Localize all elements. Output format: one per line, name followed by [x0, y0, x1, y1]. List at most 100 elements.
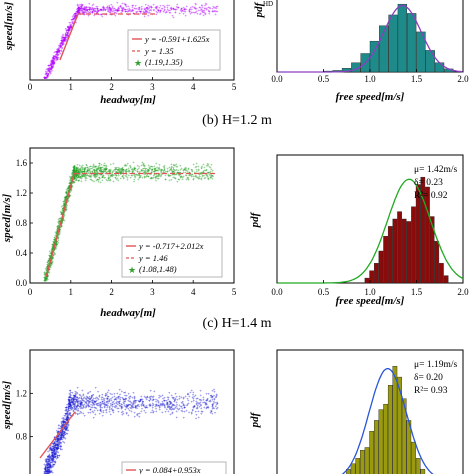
scatter-point: + [109, 405, 112, 410]
histogram-bar [383, 236, 388, 284]
scatter-point: + [48, 469, 51, 474]
scatter-point: + [68, 27, 71, 32]
scatter-point: + [74, 13, 77, 18]
scatter-point: + [91, 8, 94, 13]
scatter-point: + [56, 55, 59, 60]
scatter-point: + [52, 55, 55, 60]
x-tick-label: 5 [232, 82, 237, 92]
scatter-point: + [78, 6, 81, 11]
scatter-point: + [43, 75, 46, 80]
panel-a-pdf: pdf HD 0.0 0.5 1.0 1.5 2.0 free speed[m/s] [253, 0, 469, 103]
scatter-point: + [80, 3, 83, 8]
scatter-point: + [54, 54, 57, 59]
scatter-point: + [212, 401, 215, 406]
scatter-point: + [79, 10, 82, 15]
scatter-point: + [62, 32, 65, 37]
scatter-point: + [86, 171, 89, 176]
scatter-point: + [138, 5, 141, 10]
scatter-point: + [52, 53, 55, 58]
scatter-point: + [170, 4, 173, 9]
scatter-point: + [96, 11, 99, 16]
scatter-point: + [102, 413, 105, 418]
histogram-bar [369, 431, 374, 474]
scatter-point: + [156, 10, 159, 15]
scatter-point: + [62, 38, 65, 43]
scatter-point: + [47, 73, 50, 78]
scatter-point: + [77, 7, 80, 12]
scatter-point: + [44, 71, 47, 76]
scatter-point: + [55, 442, 58, 447]
scatter-point: + [113, 10, 116, 15]
scatter-point: + [98, 8, 101, 13]
scatter-point: + [47, 68, 50, 73]
scatter-point: + [179, 163, 182, 168]
scatter-point: + [183, 6, 186, 11]
scatter-point: + [153, 7, 156, 12]
scatter-point: + [148, 5, 151, 10]
scatter-point: + [215, 8, 218, 13]
scatter-point: + [45, 75, 48, 80]
scatter-point: + [69, 24, 72, 29]
histogram-bar [397, 376, 402, 474]
scatter-point: + [174, 7, 177, 12]
scatter-point: + [92, 1, 95, 6]
scatter-point: + [78, 174, 81, 179]
scatter-point: + [58, 48, 61, 53]
scatter-point: + [50, 59, 53, 64]
scatter-point: + [87, 5, 90, 10]
scatter-point: + [58, 55, 61, 60]
scatter-point: + [74, 10, 77, 15]
scatter-point: + [60, 44, 63, 49]
scatter-point: + [71, 17, 74, 22]
scatter-point: + [64, 31, 67, 36]
scatter-point: + [121, 6, 124, 11]
scatter-point: + [146, 5, 149, 10]
scatter-point: + [62, 39, 65, 44]
x-axis-label: free speed[m/s] [336, 295, 405, 307]
scatter-point: + [56, 56, 59, 61]
scatter-point: + [121, 8, 124, 13]
scatter-point: + [62, 36, 65, 41]
scatter-point: + [73, 16, 76, 21]
scatter-point: + [133, 166, 136, 171]
scatter-point: + [59, 218, 62, 223]
scatter-point: + [154, 5, 157, 10]
scatter-point: + [132, 160, 135, 165]
scatter-point: + [50, 59, 53, 64]
scatter-point: + [82, 7, 85, 12]
scatter-point: + [67, 31, 70, 36]
y-axis-label: pdf [253, 1, 265, 18]
scatter-point: + [188, 8, 191, 13]
scatter-point: + [69, 27, 72, 32]
scatter-point: + [74, 11, 77, 16]
scatter-point: + [46, 69, 49, 74]
scatter-point: + [147, 6, 150, 11]
scatter-point: + [111, 394, 114, 399]
scatter-point: + [50, 71, 53, 76]
scatter-point: + [216, 393, 219, 398]
scatter-point: + [70, 23, 73, 28]
scatter-point: + [65, 26, 68, 31]
scatter-point: + [59, 44, 62, 49]
scatter-point: + [116, 405, 119, 410]
scatter-point: + [125, 163, 128, 168]
scatter-point: + [59, 43, 62, 48]
scatter-point: + [130, 406, 133, 411]
x-ticks: 0.0 0.5 1.0 1.5 2.0 [271, 69, 469, 84]
scatter-point: + [60, 40, 63, 45]
scatter-point: + [60, 36, 63, 41]
scatter-point: + [177, 5, 180, 10]
scatter-point: + [189, 9, 192, 14]
scatter-point: + [67, 28, 70, 33]
scatter-point: + [85, 7, 88, 12]
scatter-point: + [119, 4, 122, 9]
scatter-point: + [143, 5, 146, 10]
scatter-point: + [180, 7, 183, 12]
scatter-point: + [182, 403, 185, 408]
scatter-point: + [46, 72, 49, 77]
scatter-point: + [46, 66, 49, 71]
scatter-point: + [50, 61, 53, 66]
scatter-point: + [178, 11, 181, 16]
scatter-point: + [53, 59, 56, 64]
scatter-point: + [98, 7, 101, 12]
